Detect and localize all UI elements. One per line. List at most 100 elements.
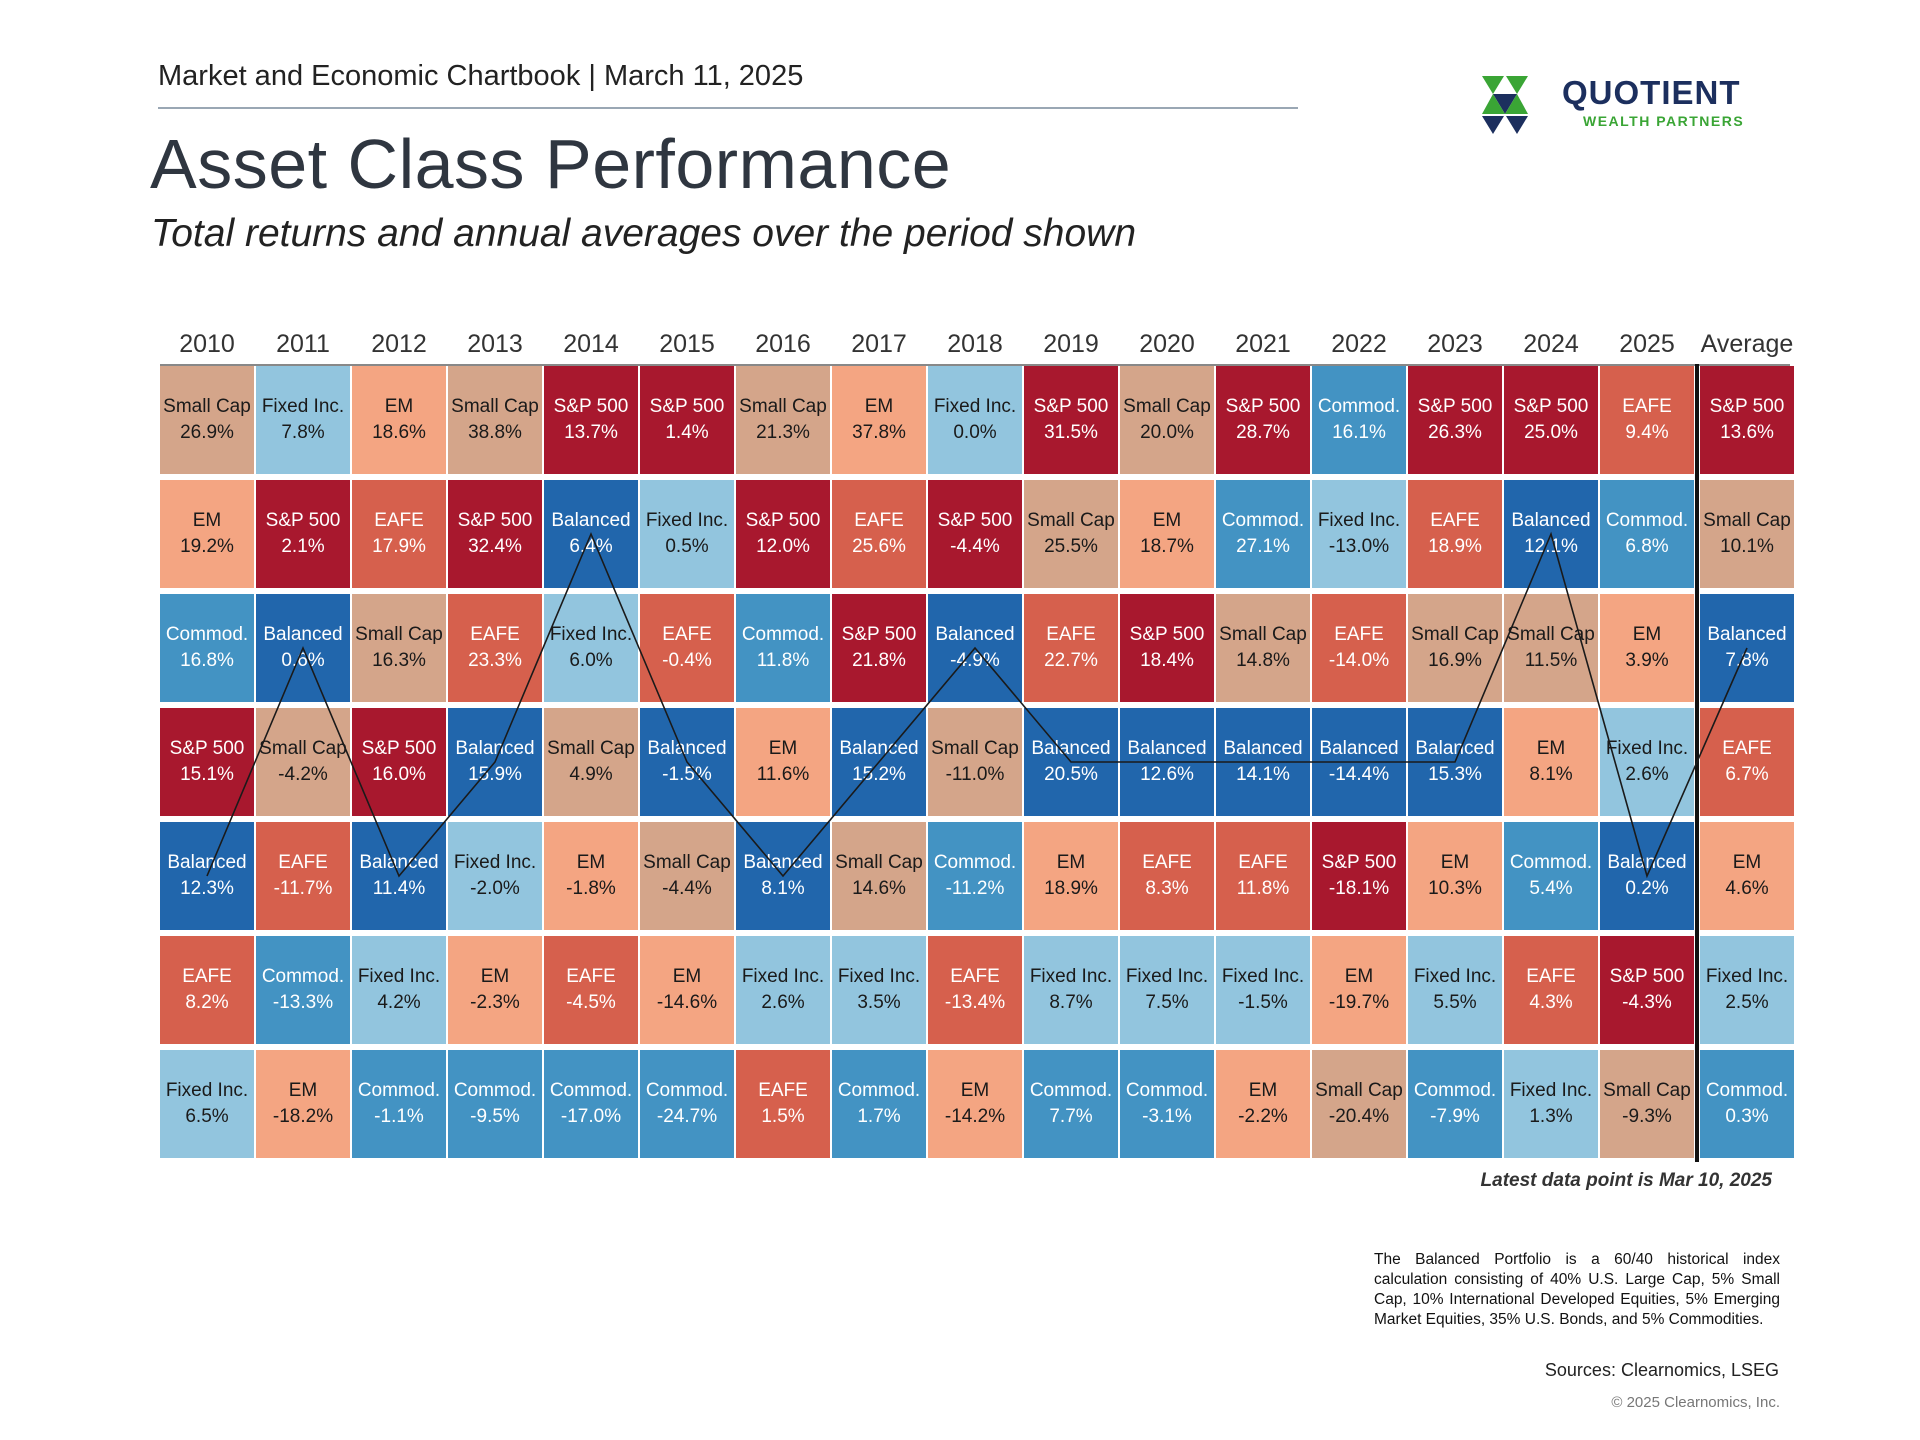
cell-return-value: -9.5%: [470, 1106, 520, 1127]
quilt-cell: Commod. 27.1%: [1216, 480, 1310, 588]
cell-return-value: -9.3%: [1622, 1106, 1672, 1127]
quilt-cell: Fixed Inc. -13.0%: [1312, 480, 1406, 588]
quilt-cell: Commod. 0.3%: [1700, 1050, 1794, 1158]
cell-asset-label: Commod.: [549, 1080, 633, 1101]
cell-asset-label: Balanced: [647, 738, 727, 759]
cell-return-value: 38.8%: [468, 422, 522, 443]
cell-asset-label: Commod.: [1509, 852, 1593, 873]
cell-asset-label: EAFE: [182, 966, 232, 987]
cell-return-value: -11.7%: [273, 878, 333, 899]
quilt-cell: Balanced 12.1%: [1504, 480, 1598, 588]
cell-return-value: 12.3%: [180, 878, 234, 899]
cell-asset-label: Balanced: [1415, 738, 1495, 759]
quilt-cell: Fixed Inc. 5.5%: [1408, 936, 1502, 1044]
cell-asset-label: EM: [192, 510, 222, 531]
copyright-note: © 2025 Clearnomics, Inc.: [1611, 1394, 1780, 1411]
cell-asset-label: Commod.: [1221, 510, 1305, 531]
cell-asset-label: S&P 500: [841, 624, 917, 645]
cell-asset-label: EM: [1152, 510, 1182, 531]
cell-return-value: 6.7%: [1725, 764, 1769, 785]
cell-return-value: 3.9%: [1625, 650, 1669, 671]
quilt-cell: Commod. -13.3%: [256, 936, 350, 1044]
cell-asset-label: Fixed Inc.: [933, 396, 1017, 417]
cell-return-value: 8.1%: [761, 878, 805, 899]
cell-asset-label: Commod.: [453, 1080, 537, 1101]
quilt-cell: Balanced 6.4%: [544, 480, 638, 588]
quilt-cell: Fixed Inc. 2.6%: [736, 936, 830, 1044]
quilt-cell: EM -1.8%: [544, 822, 638, 930]
column-header-2015: 2015: [659, 330, 715, 358]
cell-asset-label: Fixed Inc.: [1029, 966, 1113, 987]
cell-return-value: -13.4%: [944, 992, 1006, 1013]
cell-asset-label: Small Cap: [1123, 396, 1211, 417]
quilt-cell: S&P 500 1.4%: [640, 366, 734, 474]
cell-asset-label: S&P 500: [937, 510, 1013, 531]
column-header-2010: 2010: [179, 330, 235, 358]
quilt-cell: Commod. 5.4%: [1504, 822, 1598, 930]
cell-return-value: 9.4%: [1625, 422, 1669, 443]
column-header-2016: 2016: [755, 330, 811, 358]
quilt-cell: Fixed Inc. 8.7%: [1024, 936, 1118, 1044]
quilt-cell: EAFE 18.9%: [1408, 480, 1502, 588]
cell-asset-label: S&P 500: [1513, 396, 1589, 417]
quilt-cell: Small Cap 38.8%: [448, 366, 542, 474]
cell-asset-label: S&P 500: [457, 510, 533, 531]
cell-return-value: -4.4%: [950, 536, 1000, 557]
cell-asset-label: EAFE: [278, 852, 328, 873]
cell-return-value: 26.3%: [1428, 422, 1482, 443]
cell-return-value: 1.7%: [857, 1106, 901, 1127]
quilt-cell: Fixed Inc. 0.5%: [640, 480, 734, 588]
quilt-cell: EAFE 22.7%: [1024, 594, 1118, 702]
quilt-cell: S&P 500 21.8%: [832, 594, 926, 702]
cell-asset-label: Commod.: [357, 1080, 441, 1101]
cell-asset-label: Fixed Inc.: [837, 966, 921, 987]
quilt-cell: Fixed Inc. 1.3%: [1504, 1050, 1598, 1158]
balanced-portfolio-note: The Balanced Portfolio is a 60/40 histor…: [1374, 1251, 1780, 1328]
quilt-cell: EM -2.3%: [448, 936, 542, 1044]
cell-return-value: 14.8%: [1236, 650, 1290, 671]
cell-asset-label: EM: [384, 396, 414, 417]
quilt-cell: Fixed Inc. 6.5%: [160, 1050, 254, 1158]
quilt-cell: Commod. 1.7%: [832, 1050, 926, 1158]
cell-return-value: -20.4%: [1328, 1106, 1390, 1127]
column-header-2011: 2011: [276, 330, 330, 358]
cell-return-value: -2.3%: [470, 992, 520, 1013]
cell-asset-label: Small Cap: [1027, 510, 1115, 531]
cell-asset-label: S&P 500: [745, 510, 821, 531]
cell-return-value: -18.2%: [272, 1106, 334, 1127]
cell-return-value: -4.5%: [566, 992, 616, 1013]
logo-wordmark: QUOTIENT: [1562, 74, 1741, 111]
cell-return-value: -19.7%: [1328, 992, 1390, 1013]
quilt-cell: S&P 500 13.6%: [1700, 366, 1794, 474]
cell-return-value: 23.3%: [468, 650, 522, 671]
cell-return-value: 4.3%: [1529, 992, 1573, 1013]
cell-return-value: 10.1%: [1720, 536, 1774, 557]
quilt-cell: EAFE -14.0%: [1312, 594, 1406, 702]
quilt-cell: EAFE 17.9%: [352, 480, 446, 588]
cell-return-value: 2.5%: [1725, 992, 1769, 1013]
cell-asset-label: EM: [480, 966, 510, 987]
cell-return-value: 16.3%: [372, 650, 426, 671]
cell-asset-label: Fixed Inc.: [1705, 966, 1789, 987]
cell-return-value: 10.3%: [1428, 878, 1482, 899]
cell-asset-label: Balanced: [263, 624, 343, 645]
quilt-cell: S&P 500 -4.4%: [928, 480, 1022, 588]
cell-return-value: 13.7%: [564, 422, 618, 443]
quilt-cell: Small Cap 26.9%: [160, 366, 254, 474]
cell-asset-label: Fixed Inc.: [645, 510, 729, 531]
cell-return-value: 11.8%: [1236, 878, 1290, 899]
cell-asset-label: S&P 500: [265, 510, 341, 531]
cell-return-value: -2.2%: [1238, 1106, 1288, 1127]
quilt-cell: Commod. 16.1%: [1312, 366, 1406, 474]
cell-asset-label: S&P 500: [1225, 396, 1301, 417]
quilt-cell: Fixed Inc. 3.5%: [832, 936, 926, 1044]
cell-return-value: -7.9%: [1430, 1106, 1480, 1127]
cell-asset-label: EAFE: [1622, 396, 1672, 417]
cell-asset-label: Fixed Inc.: [1221, 966, 1305, 987]
cell-return-value: -11.0%: [945, 764, 1005, 785]
cell-return-value: -3.1%: [1142, 1106, 1192, 1127]
cell-asset-label: Balanced: [551, 510, 631, 531]
cell-asset-label: Balanced: [1223, 738, 1303, 759]
quilt-cell: EM -2.2%: [1216, 1050, 1310, 1158]
cell-asset-label: EAFE: [758, 1080, 808, 1101]
